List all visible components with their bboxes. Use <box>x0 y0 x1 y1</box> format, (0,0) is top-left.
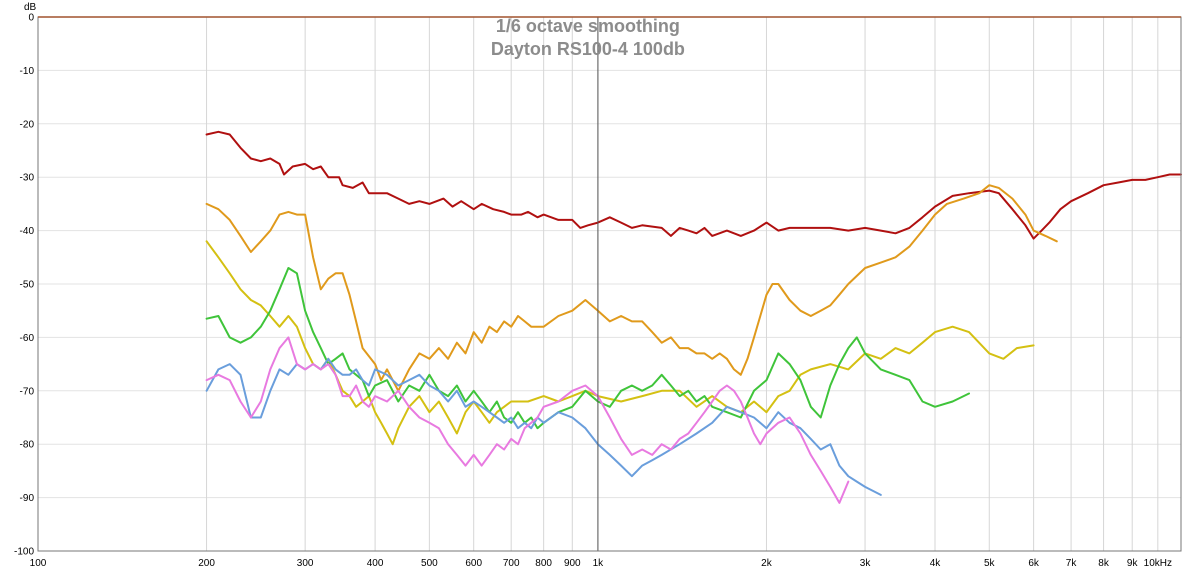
x-tick-label: 100 <box>30 558 47 569</box>
y-tick-label: -80 <box>20 440 35 451</box>
x-tick-label: 9k <box>1127 558 1139 569</box>
y-axis-label: dB <box>24 2 37 13</box>
x-tick-label: 400 <box>367 558 384 569</box>
y-tick-label: -100 <box>14 547 34 558</box>
y-tick-label: -60 <box>20 333 35 344</box>
x-tick-label: 200 <box>198 558 215 569</box>
chart-subtitle: Dayton RS100-4 100db <box>491 39 685 59</box>
x-tick-label: 3k <box>860 558 872 569</box>
series-line-6 <box>205 336 850 504</box>
x-tick-label: 10kHz <box>1144 558 1172 569</box>
y-tick-label: 0 <box>28 13 34 24</box>
x-tick-label: 2k <box>761 558 773 569</box>
x-tick-label: 800 <box>535 558 552 569</box>
y-tick-label: -10 <box>20 66 35 77</box>
x-tick-label: 600 <box>465 558 482 569</box>
y-tick-label: -50 <box>20 280 35 291</box>
series-line-1 <box>205 130 1182 240</box>
x-tick-label: 4k <box>930 558 942 569</box>
x-tick-label: 500 <box>421 558 438 569</box>
y-tick-label: -30 <box>20 173 35 184</box>
series-line-2 <box>205 184 1058 392</box>
x-tick-label: 900 <box>564 558 581 569</box>
x-tick-label: 6k <box>1028 558 1040 569</box>
y-tick-label: -20 <box>20 119 35 130</box>
x-tick-label: 7k <box>1066 558 1078 569</box>
x-tick-label: 5k <box>984 558 996 569</box>
series-group <box>205 130 1182 504</box>
x-tick-label: 700 <box>503 558 520 569</box>
chart-title: 1/6 octave smoothing <box>496 16 680 36</box>
y-tick-label: -70 <box>20 386 35 397</box>
x-tick-label: 1k <box>593 558 605 569</box>
y-tick-label: -40 <box>20 226 35 237</box>
x-tick-label: 300 <box>297 558 314 569</box>
x-tick-label: 8k <box>1098 558 1110 569</box>
y-tick-label: -90 <box>20 493 35 504</box>
